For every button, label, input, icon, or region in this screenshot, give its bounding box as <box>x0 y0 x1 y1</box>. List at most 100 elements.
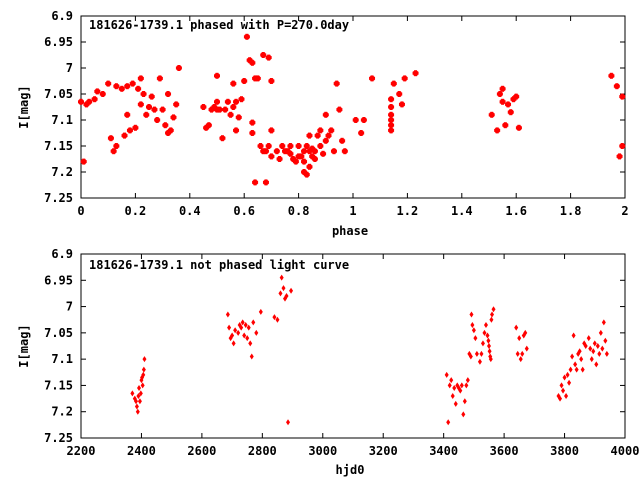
data-point <box>148 93 155 100</box>
data-point <box>517 335 522 342</box>
data-point <box>568 366 573 373</box>
data-point <box>474 350 479 357</box>
data-point <box>496 91 503 97</box>
data-point <box>520 350 525 357</box>
data-point <box>469 311 474 318</box>
phased-y-tick-label: 7.05 <box>44 87 73 101</box>
data-point <box>301 169 308 175</box>
data-point <box>107 135 114 142</box>
data-point <box>141 371 146 378</box>
data-point <box>205 122 212 129</box>
data-point <box>262 148 269 155</box>
data-point <box>314 132 321 139</box>
data-point <box>479 350 484 357</box>
data-point <box>154 117 161 123</box>
data-point <box>254 75 261 82</box>
data-point <box>571 332 576 339</box>
data-point <box>78 98 84 105</box>
data-point <box>241 78 248 84</box>
data-point <box>462 398 467 405</box>
data-point <box>230 80 237 87</box>
data-point <box>352 117 359 123</box>
unphased-x-axis-title: hjd0 <box>336 463 365 477</box>
data-point <box>134 398 139 405</box>
data-point <box>137 385 142 392</box>
data-point <box>129 80 136 87</box>
data-point <box>243 321 248 328</box>
unphased-y-tick-label: 7 <box>66 300 73 314</box>
phased-y-tick-label: 6.9 <box>51 9 73 23</box>
data-point <box>487 343 491 349</box>
unphased-y-tick-label: 7.15 <box>44 378 73 392</box>
data-point <box>444 371 449 378</box>
phased-y-tick-label: 7 <box>66 61 73 75</box>
data-point <box>559 382 564 389</box>
data-point <box>388 117 395 123</box>
data-point <box>574 366 579 373</box>
data-point <box>333 80 340 87</box>
data-point <box>471 327 476 334</box>
data-point <box>292 158 299 165</box>
data-point <box>273 148 280 155</box>
data-point <box>118 85 125 92</box>
data-point <box>240 319 245 326</box>
data-point <box>298 153 305 160</box>
data-point <box>231 340 236 347</box>
data-point <box>491 306 496 313</box>
data-point <box>83 101 90 108</box>
unphased-y-tick-label: 7.05 <box>44 326 73 340</box>
data-point <box>447 382 452 389</box>
data-point <box>449 377 454 384</box>
data-point <box>398 101 405 108</box>
data-point <box>488 111 495 118</box>
data-point <box>105 80 112 87</box>
data-point <box>579 356 584 363</box>
data-point <box>289 287 294 294</box>
data-point <box>143 111 150 118</box>
data-point <box>369 75 376 82</box>
data-point <box>214 72 220 79</box>
data-point <box>328 127 335 134</box>
data-point <box>592 340 597 347</box>
data-point <box>570 353 575 360</box>
data-point <box>279 143 286 149</box>
unphased-y-tick-label: 7.25 <box>44 431 73 445</box>
data-point <box>583 343 588 349</box>
data-point <box>390 80 397 87</box>
data-point <box>499 85 506 92</box>
data-point <box>214 98 220 105</box>
data-point <box>594 361 599 368</box>
data-point <box>265 143 272 149</box>
phased-x-tick-label: 0 <box>77 204 84 218</box>
data-point <box>219 135 226 142</box>
data-point <box>290 156 297 162</box>
data-point <box>459 382 464 389</box>
data-point <box>110 148 117 155</box>
unphased-axis-ticks: 2200 2400 2600 2800 3000 3200 3400 3600 3800 4000… <box>44 247 639 458</box>
data-point <box>137 398 142 405</box>
phased-x-tick-label: 0.4 <box>179 204 201 218</box>
data-point <box>604 350 609 357</box>
data-point <box>473 335 478 342</box>
data-point <box>225 311 230 318</box>
data-point <box>322 137 329 144</box>
data-point <box>268 127 275 134</box>
unphased-x-tick-label: 3400 <box>429 444 458 458</box>
phased-x-tick-label: 1.2 <box>397 204 419 218</box>
data-point <box>600 345 605 352</box>
data-point <box>124 111 131 118</box>
data-point <box>567 379 572 386</box>
data-point <box>401 75 408 82</box>
data-point <box>284 148 291 155</box>
data-point <box>138 390 143 397</box>
data-point <box>137 75 144 82</box>
data-point <box>396 91 403 97</box>
data-point <box>452 385 457 392</box>
data-point <box>268 153 275 160</box>
data-point <box>453 400 458 407</box>
data-point <box>317 143 324 149</box>
unphased-x-tick-label: 3600 <box>490 444 519 458</box>
data-point <box>577 348 582 355</box>
data-point <box>203 124 210 131</box>
data-point <box>276 156 283 162</box>
